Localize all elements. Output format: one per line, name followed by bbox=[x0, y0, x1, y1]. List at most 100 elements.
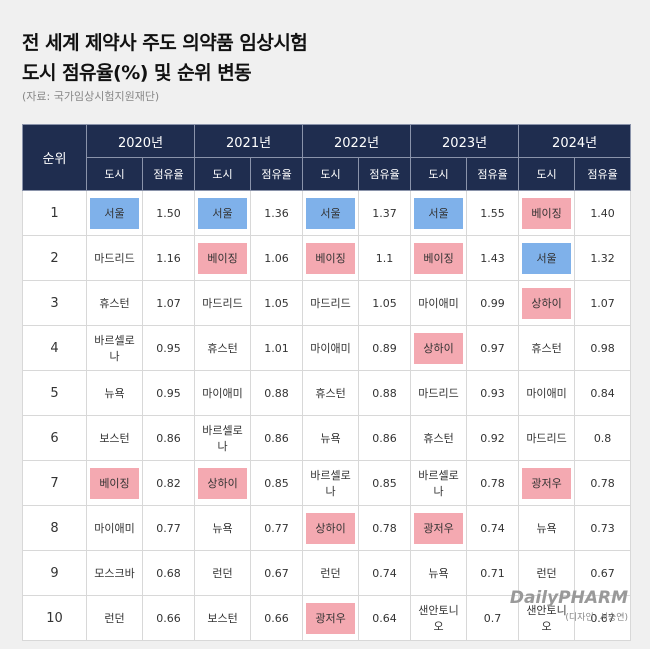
design-credit: (디자인: 서승연) bbox=[565, 613, 628, 623]
city-header: 도시 bbox=[410, 157, 468, 191]
share-cell: 0.95 bbox=[141, 325, 196, 371]
city-cell: 뉴욕 bbox=[302, 415, 360, 461]
city-cell: 샌안토니오 bbox=[410, 595, 468, 641]
title-line-1: 전 세계 제약사 주도 의약품 임상시험 bbox=[22, 32, 308, 54]
share-cell: 0.88 bbox=[250, 370, 304, 416]
city-cell: 상하이 bbox=[302, 505, 360, 551]
city-name: 휴스턴 bbox=[315, 387, 346, 400]
share-cell: 1.07 bbox=[574, 280, 632, 326]
city-cell: 뉴욕 bbox=[410, 550, 468, 596]
city-cell: 서울 bbox=[410, 190, 468, 236]
city-cell: 서울 bbox=[194, 190, 252, 236]
city-cell: 서울 bbox=[302, 190, 360, 236]
share-header: 점유율 bbox=[358, 157, 412, 191]
year-header: 2020년 bbox=[85, 124, 196, 158]
city-cell: 베이징 bbox=[302, 235, 360, 281]
year-header: 2022년 bbox=[302, 124, 412, 158]
city-name: 런던 bbox=[212, 567, 233, 580]
city-cell: 뉴욕 bbox=[86, 370, 143, 416]
city-name: 서울 bbox=[414, 197, 464, 229]
share-cell: 0.89 bbox=[358, 325, 412, 371]
source-note: (자료: 국가임상시험지원재단) bbox=[22, 90, 160, 103]
share-cell: 1.07 bbox=[141, 280, 196, 326]
table-row: 3 휴스턴 1.07 마드리드 1.05 마드리드 1.05 마이애미 0.99 상하이 1.07 bbox=[22, 280, 632, 326]
city-name: 뉴욕 bbox=[536, 522, 557, 535]
share-cell: 0.85 bbox=[250, 460, 304, 506]
year-header-row: 순위 2020년 2021년 2022년 2023년 2024년 bbox=[22, 124, 632, 191]
share-cell: 0.74 bbox=[466, 505, 520, 551]
city-cell: 보스턴 bbox=[86, 415, 143, 461]
rank-cell: 9 bbox=[22, 550, 87, 596]
share-cell: 0.86 bbox=[358, 415, 412, 461]
rank-cell: 10 bbox=[22, 595, 87, 641]
city-header: 도시 bbox=[302, 157, 360, 191]
rank-header: 순위 bbox=[22, 124, 87, 191]
share-cell: 1.55 bbox=[466, 190, 520, 236]
city-header: 도시 bbox=[518, 157, 576, 191]
share-cell: 0.82 bbox=[141, 460, 196, 506]
city-header: 도시 bbox=[86, 157, 143, 191]
share-cell: 0.67 bbox=[574, 550, 632, 596]
rank-cell: 2 bbox=[22, 235, 87, 281]
share-cell: 0.66 bbox=[141, 595, 196, 641]
city-name: 마드리드 bbox=[202, 297, 243, 310]
city-name: 휴스턴 bbox=[99, 297, 130, 310]
share-cell: 1.16 bbox=[141, 235, 196, 281]
ranking-table: 순위 2020년 2021년 2022년 2023년 2024년 도시 점유율 … bbox=[22, 124, 632, 641]
share-cell: 0.7 bbox=[466, 595, 520, 641]
city-name: 서울 bbox=[522, 242, 572, 274]
city-name: 마이애미 bbox=[310, 342, 351, 355]
city-cell: 서울 bbox=[86, 190, 143, 236]
rank-cell: 7 bbox=[22, 460, 87, 506]
city-name: 런던 bbox=[536, 567, 557, 580]
city-cell: 마이애미 bbox=[518, 370, 576, 416]
city-cell: 광저우 bbox=[410, 505, 468, 551]
city-cell: 마이애미 bbox=[410, 280, 468, 326]
table-row: 5 뉴욕 0.95 마이애미 0.88 휴스턴 0.88 마드리드 0.93 마이애미 0.84 bbox=[22, 370, 632, 416]
share-cell: 0.78 bbox=[358, 505, 412, 551]
city-name: 런던 bbox=[104, 612, 125, 625]
share-header: 점유율 bbox=[466, 157, 520, 191]
city-cell: 서울 bbox=[518, 235, 576, 281]
city-cell: 마이애미 bbox=[302, 325, 360, 371]
share-cell: 0.84 bbox=[574, 370, 632, 416]
city-cell: 런던 bbox=[194, 550, 252, 596]
rank-cell: 6 bbox=[22, 415, 87, 461]
city-cell: 베이징 bbox=[410, 235, 468, 281]
city-cell: 바르셀로나 bbox=[86, 325, 143, 371]
city-name: 베이징 bbox=[414, 242, 464, 274]
city-name: 보스턴 bbox=[207, 612, 238, 625]
city-name: 런던 bbox=[320, 567, 341, 580]
city-name: 마이애미 bbox=[94, 522, 135, 535]
share-cell: 1.40 bbox=[574, 190, 632, 236]
share-cell: 0.92 bbox=[466, 415, 520, 461]
share-cell: 0.85 bbox=[358, 460, 412, 506]
share-header: 점유율 bbox=[250, 157, 304, 191]
city-name: 샌안토니오 bbox=[418, 604, 459, 633]
city-cell: 상하이 bbox=[194, 460, 252, 506]
city-name: 바르셀로나 bbox=[310, 469, 351, 498]
city-name: 샌안토니오 bbox=[526, 604, 567, 633]
city-cell: 마드리드 bbox=[410, 370, 468, 416]
city-cell: 휴스턴 bbox=[302, 370, 360, 416]
share-cell: 0.8 bbox=[574, 415, 632, 461]
city-cell: 마드리드 bbox=[194, 280, 252, 326]
title-line-2: 도시 점유율(%) 및 순위 변동 bbox=[22, 62, 252, 84]
share-cell: 0.64 bbox=[358, 595, 412, 641]
share-cell: 0.67 bbox=[250, 550, 304, 596]
share-cell: 0.88 bbox=[358, 370, 412, 416]
share-cell: 1.05 bbox=[358, 280, 412, 326]
year-header: 2024년 bbox=[518, 124, 632, 158]
city-name: 광저우 bbox=[522, 467, 572, 499]
city-cell: 바르셀로나 bbox=[410, 460, 468, 506]
city-name: 뉴욕 bbox=[428, 567, 449, 580]
city-name: 마드리드 bbox=[94, 252, 135, 265]
publisher-logo: DailyPHARM (디자인: 서승연) bbox=[510, 588, 628, 623]
city-name: 마이애미 bbox=[418, 297, 459, 310]
city-name: 바르셀로나 bbox=[418, 469, 459, 498]
city-cell: 휴스턴 bbox=[410, 415, 468, 461]
city-name: 서울 bbox=[198, 197, 248, 229]
city-cell: 바르셀로나 bbox=[302, 460, 360, 506]
city-name: 마이애미 bbox=[526, 387, 567, 400]
table-row: 8 마이애미 0.77 뉴욕 0.77 상하이 0.78 광저우 0.74 뉴욕 0.73 bbox=[22, 505, 632, 551]
